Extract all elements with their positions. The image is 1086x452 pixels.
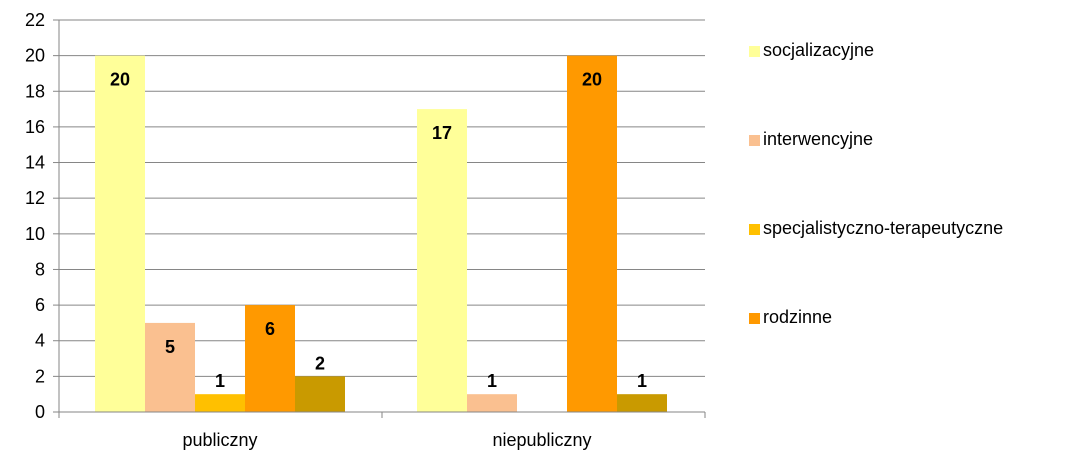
data-label: 17 — [432, 123, 452, 143]
legend-label: socjalizacyjne — [763, 40, 874, 60]
bars — [95, 55, 667, 413]
bar — [245, 305, 295, 412]
legend: socjalizacyjne interwencyjne specjalistycz… — [749, 40, 1003, 327]
data-label: 20 — [110, 70, 130, 90]
y-tick-label: 8 — [35, 259, 45, 279]
y-tick-label: 0 — [35, 402, 45, 422]
legend-swatch — [749, 313, 760, 324]
legend-swatch — [749, 224, 760, 235]
legend-label: rodzinne — [763, 307, 832, 327]
y-tick-label: 20 — [25, 46, 45, 66]
axes — [53, 19, 706, 418]
y-tick-label: 22 — [25, 10, 45, 30]
y-tick-label: 18 — [25, 81, 45, 101]
y-axis-ticks: 0 2 4 6 8 10 12 14 16 18 20 22 — [25, 10, 45, 422]
data-label: 20 — [582, 70, 602, 90]
y-tick-label: 16 — [25, 117, 45, 137]
bar — [195, 394, 245, 412]
bar — [295, 376, 345, 412]
x-tick-label: publiczny — [182, 430, 257, 450]
data-label: 2 — [315, 353, 325, 373]
bar — [567, 55, 617, 413]
legend-swatch — [749, 135, 760, 146]
data-label: 1 — [487, 371, 497, 391]
legend-swatch — [749, 46, 760, 57]
data-label: 1 — [215, 371, 225, 391]
bar — [467, 394, 517, 412]
data-label: 5 — [165, 337, 175, 357]
y-tick-label: 10 — [25, 224, 45, 244]
x-tick-label: niepubliczny — [492, 430, 591, 450]
legend-label: specjalistyczno-terapeutyczne — [763, 218, 1003, 238]
data-label: 6 — [265, 319, 275, 339]
bar — [145, 322, 195, 412]
data-labels: 20 5 1 6 2 17 1 20 1 — [110, 70, 647, 392]
legend-label: interwencyjne — [763, 129, 873, 149]
y-tick-label: 2 — [35, 366, 45, 386]
bar — [95, 55, 145, 413]
bar — [617, 394, 667, 412]
y-tick-label: 4 — [35, 331, 45, 351]
y-tick-label: 12 — [25, 188, 45, 208]
bar — [417, 109, 467, 412]
y-tick-label: 6 — [35, 295, 45, 315]
data-label: 1 — [637, 371, 647, 391]
y-tick-label: 14 — [25, 153, 45, 173]
x-axis-ticks: publiczny niepubliczny — [182, 430, 591, 450]
